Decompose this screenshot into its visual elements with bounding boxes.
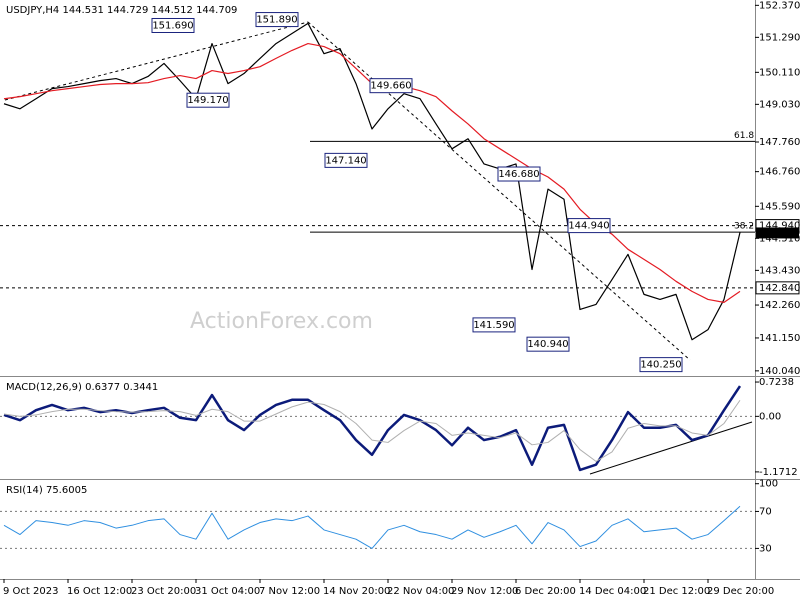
y-tick-label: 141.150 xyxy=(759,333,800,344)
price-annotation-box xyxy=(639,357,683,373)
x-tick-label: 31 Oct 04:00 xyxy=(195,586,260,597)
price-annotation-box xyxy=(369,78,413,94)
x-tick-label: 14 Nov 20:00 xyxy=(323,586,390,597)
level-marker xyxy=(755,281,800,295)
y-tick-label: 146.760 xyxy=(759,167,800,178)
indicator-line xyxy=(3,505,741,549)
y-tick-label: 150.110 xyxy=(759,67,800,78)
y-tick-label: 145.590 xyxy=(759,201,800,212)
y-tick-label: 147.760 xyxy=(759,137,800,148)
level-label: 144.940 xyxy=(759,221,800,232)
price-annotation-box xyxy=(255,12,299,28)
x-tick-label: 16 Oct 12:00 xyxy=(67,586,132,597)
price-annotation-box xyxy=(324,152,368,168)
trendline xyxy=(4,21,309,101)
price-annotation-box xyxy=(526,336,570,352)
x-tick-label: 23 Oct 20:00 xyxy=(131,586,196,597)
y-tick-label: -1.1712 xyxy=(759,467,798,478)
y-tick-label: 152.370 xyxy=(759,0,800,11)
watermark: ActionForex.com xyxy=(190,309,373,334)
panel-title: USDJPY,H4 144.531 144.729 144.512 144.70… xyxy=(6,5,237,16)
x-tick-label: 21 Dec 12:00 xyxy=(643,586,710,597)
x-tick-label: 29 Nov 12:00 xyxy=(451,586,518,597)
y-tick-label: 144.510 xyxy=(759,233,800,244)
level-label: 142.840 xyxy=(759,283,800,294)
price-annotation-box xyxy=(472,317,516,333)
price-annotation: 149.660 xyxy=(370,81,411,92)
panel-title: MACD(12,26,9) 0.6377 0.3441 xyxy=(6,382,158,393)
y-tick-label: 140.040 xyxy=(759,366,800,377)
y-tick-label: 30 xyxy=(759,543,772,554)
price-annotation: 144.940 xyxy=(568,221,609,232)
x-tick-label: 7 Nov 12:00 xyxy=(259,586,320,597)
price-annotation: 140.250 xyxy=(640,360,681,371)
y-tick-label: 149.030 xyxy=(759,99,800,110)
x-tick-label: 22 Nov 04:00 xyxy=(387,586,454,597)
price-annotation-box xyxy=(497,166,541,182)
indicator-line xyxy=(3,399,741,462)
x-tick-label: 29 Dec 20:00 xyxy=(707,586,774,597)
price-annotation: 151.890 xyxy=(256,15,297,26)
fib-label: 61.8 xyxy=(734,131,754,141)
y-tick-label: 70 xyxy=(759,506,772,517)
x-tick-label: 9 Oct 2023 xyxy=(3,586,58,597)
y-tick-label: 0.7238 xyxy=(759,377,794,388)
y-tick-label: 0.00 xyxy=(759,411,781,422)
y-tick-label: 142.260 xyxy=(759,300,800,311)
price-annotation: 141.590 xyxy=(473,320,514,331)
x-tick-label: 6 Dec 20:00 xyxy=(515,586,576,597)
price-annotation-box xyxy=(151,17,195,33)
fib-label: 38.2 xyxy=(734,222,754,232)
current-price-marker xyxy=(756,227,799,239)
macd-trendline xyxy=(589,421,753,475)
frame xyxy=(0,0,800,580)
panel-title: RSI(14) 75.6005 xyxy=(6,485,87,496)
price-annotation-box xyxy=(186,92,230,108)
y-tick-label: 100 xyxy=(759,479,778,490)
price-annotation: 147.140 xyxy=(325,155,366,166)
price-annotation: 140.940 xyxy=(527,339,568,350)
price-line xyxy=(3,22,741,341)
price-annotation: 151.690 xyxy=(152,20,193,31)
current-price-label: 144.709 xyxy=(759,227,800,238)
y-tick-label: 151.290 xyxy=(759,32,800,43)
price-annotation: 146.680 xyxy=(498,169,539,180)
price-annotation-box xyxy=(567,218,611,234)
y-tick-label: 143.430 xyxy=(759,265,800,276)
price-annotation: 149.170 xyxy=(187,95,228,106)
x-tick-label: 14 Dec 04:00 xyxy=(579,586,646,597)
